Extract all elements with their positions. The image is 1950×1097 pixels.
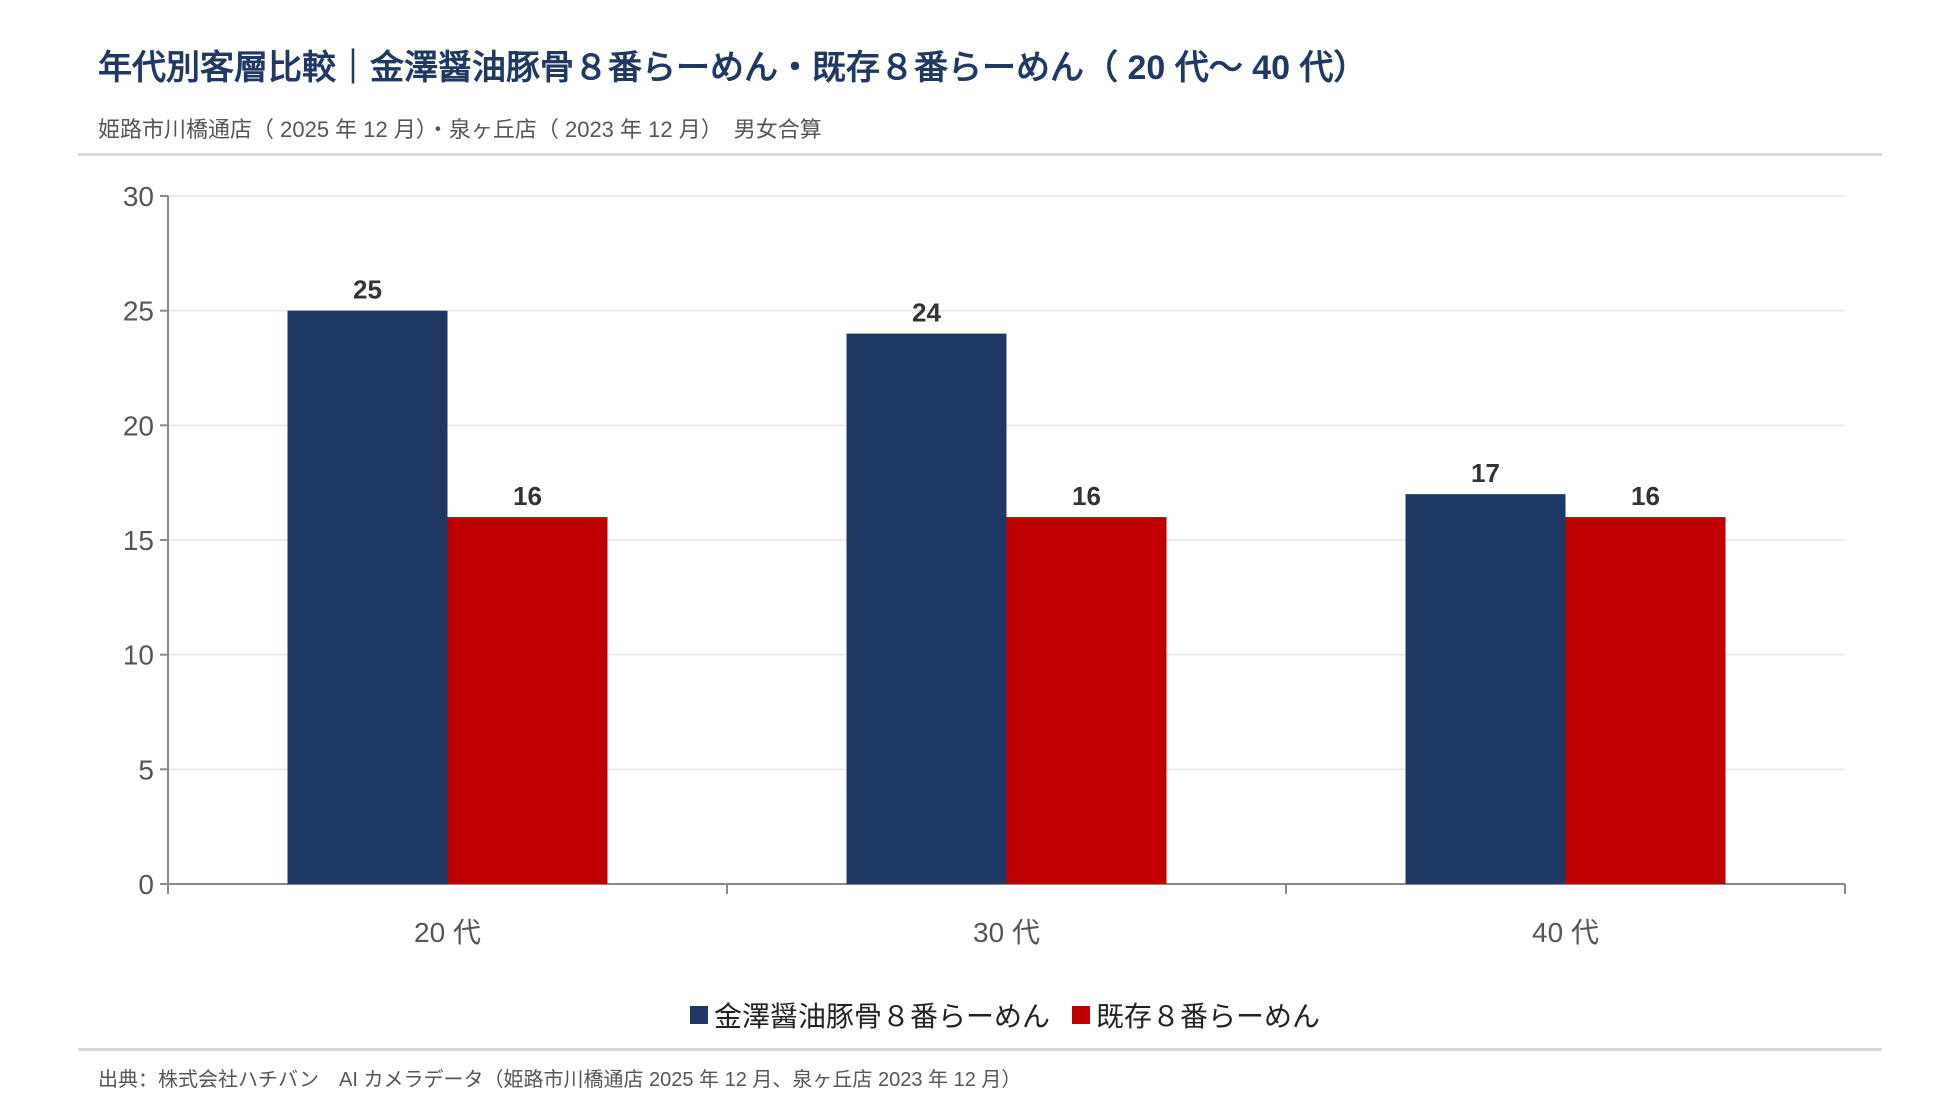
legend: 金澤醤油豚骨８番らーめん 既存８番らーめん [0,995,1950,1035]
bar [1006,517,1167,884]
bar [1405,494,1566,884]
bar [447,517,608,884]
x-tick-label: 20 代 [414,917,481,948]
x-tick-label: 30 代 [973,917,1040,948]
data-label: 17 [1471,458,1500,488]
top-divider [78,153,1882,156]
data-label: 25 [353,275,382,305]
y-tick-label: 30 [123,181,154,212]
bar [846,333,1007,885]
source-note: 出典：株式会社ハチバン AI カメラデータ（姫路市川橋通店 2025 年 12 … [98,1069,1022,1091]
legend-swatch-navy [689,1006,708,1024]
data-label: 16 [513,481,542,511]
legend-label: 既存８番らーめん [1096,1001,1321,1032]
data-label: 16 [1072,481,1101,511]
legend-item-series-2: 既存８番らーめん [1072,995,1320,1035]
chart-title: 年代別客層比較｜金澤醤油豚骨８番らーめん・既存８番らーめん（ 20 代〜 40 … [98,49,1368,87]
legend-label: 金澤醤油豚骨８番らーめん [713,1001,1050,1032]
y-tick-label: 0 [138,869,154,900]
y-tick-label: 25 [123,296,154,327]
chart-subtitle: 姫路市川橋通店（ 2025 年 12 月）・泉ヶ丘店（ 2023 年 12 月）… [98,117,822,142]
bar [1565,517,1726,884]
bar [287,310,448,885]
x-tick-label: 40 代 [1532,917,1599,948]
y-tick-label: 20 [123,410,154,441]
y-tick-label: 15 [123,525,154,556]
y-tick-label: 5 [138,754,154,785]
data-label: 16 [1631,481,1660,511]
bottom-divider [78,1048,1882,1051]
y-tick-label: 10 [123,640,154,671]
legend-item-series-1: 金澤醤油豚骨８番らーめん [689,995,1050,1035]
legend-swatch-red [1072,1006,1090,1024]
data-label: 24 [912,298,941,328]
